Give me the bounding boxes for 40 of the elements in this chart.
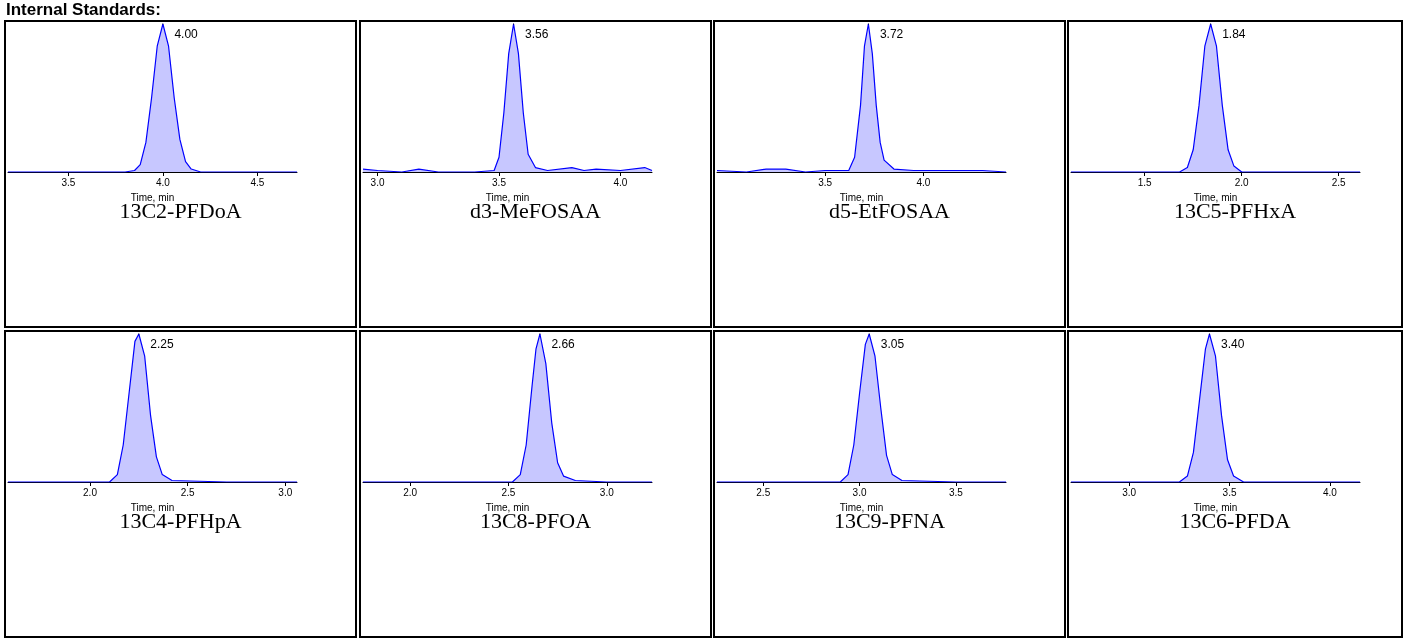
annotation: 1.84: [1222, 27, 1246, 41]
annotation: 2.25: [150, 337, 175, 351]
x-axis-title: Time, min: [485, 501, 530, 513]
x-tick-label: 2.5: [501, 486, 516, 498]
x-tick-label: 2.0: [403, 486, 418, 498]
x-tick-label: 2.5: [756, 486, 771, 498]
x-tick-label: 4.0: [916, 176, 931, 188]
x-tick-label: 2.0: [83, 486, 98, 498]
x-tick-label: 3.5: [818, 176, 833, 188]
x-tick-label: 2.0: [1234, 176, 1250, 188]
x-axis-title: Time, min: [839, 501, 884, 513]
annotation: 3.56: [525, 27, 549, 41]
annotation: 4.00: [174, 27, 199, 41]
text: Internal Standards:: [6, 0, 161, 20]
x-tick-label: 3.5: [948, 486, 964, 498]
x-tick-label: 3.0: [1122, 486, 1137, 498]
x-tick-label: 3.0: [599, 486, 615, 498]
annotation: 3.40: [1220, 337, 1245, 351]
annotation: 3.05: [880, 337, 905, 351]
x-tick-label: 2.5: [1331, 176, 1347, 188]
x-axis-title: Time, min: [485, 191, 530, 203]
x-tick-label: 3.5: [1222, 486, 1237, 498]
annotation: 2.66: [551, 337, 576, 351]
x-axis-title: Time, min: [130, 191, 175, 203]
x-tick-label: 3.0: [278, 486, 293, 498]
x-tick-label: 3.5: [61, 176, 76, 188]
x-tick-label: 1.5: [1137, 176, 1153, 188]
x-tick-label: 3.5: [492, 176, 507, 188]
x-tick-label: 3.0: [370, 176, 385, 188]
x-axis-title: Time, min: [130, 501, 175, 513]
x-tick-label: 3.0: [852, 486, 867, 498]
x-tick-label: 4.0: [613, 176, 628, 188]
x-axis-title: Time, min: [839, 191, 884, 203]
x-axis-title: Time, min: [1193, 501, 1238, 513]
x-axis-title: Time, min: [1193, 191, 1238, 203]
x-tick-label: 4.0: [1322, 486, 1338, 498]
x-tick-label: 4.5: [250, 176, 265, 188]
x-tick-label: 2.5: [180, 486, 196, 498]
x-tick-label: 4.0: [155, 176, 171, 188]
annotation: 3.72: [879, 27, 904, 41]
